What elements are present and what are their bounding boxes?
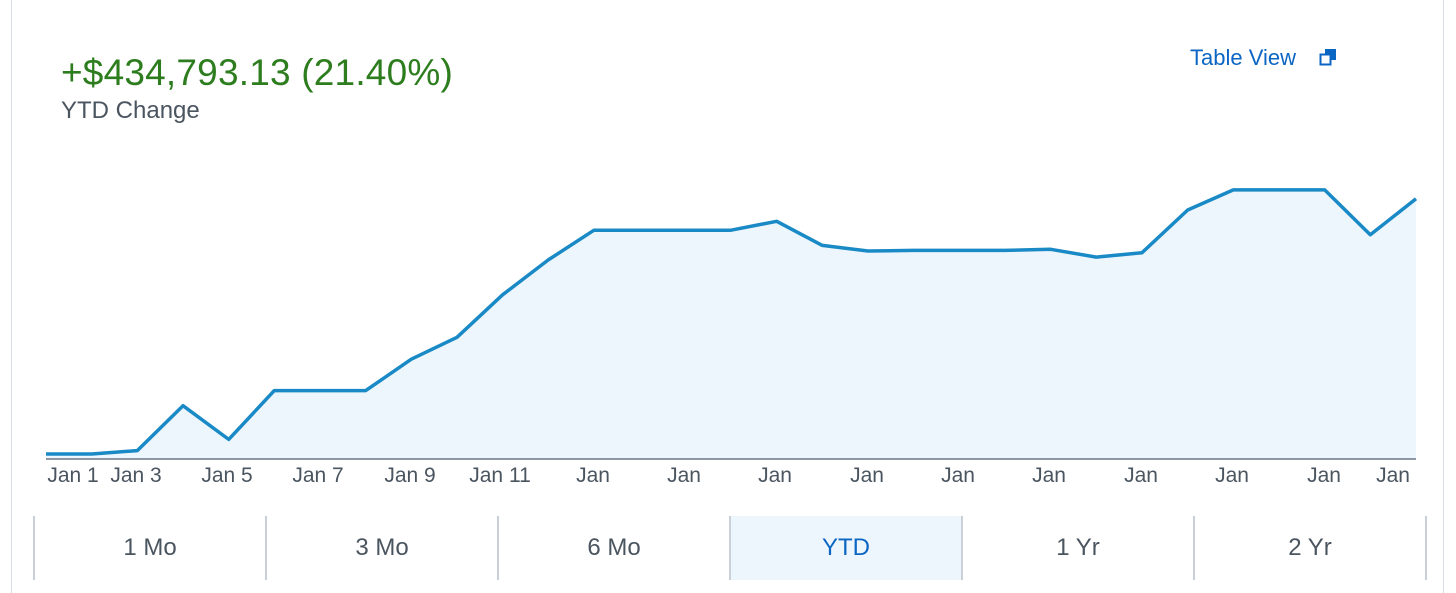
series-line	[46, 188, 1418, 456]
range-button-2-yr[interactable]: 2 Yr	[1193, 516, 1427, 580]
x-tick-label: Jan	[941, 464, 975, 487]
popout-window-icon	[1318, 48, 1338, 68]
table-view-link[interactable]: Table View	[1190, 43, 1338, 73]
performance-chart: Jan 1 Jan 3 Jan 5 Jan 7 Jan 9 Jan 11 Jan Jan Jan…	[46, 188, 1418, 487]
x-tick-label: Jan	[1215, 464, 1249, 487]
range-button-3-mo[interactable]: 3 Mo	[265, 516, 497, 580]
x-tick-label: Jan	[1307, 464, 1341, 487]
ytd-change-value: +$434,793.13 (21.40%)	[61, 52, 453, 93]
x-tick-label: Jan	[850, 464, 884, 487]
x-tick-label: Jan	[1124, 464, 1158, 487]
x-tick-label: Jan 11	[469, 464, 531, 487]
area-fill	[46, 189, 1416, 459]
x-tick-label: Jan	[667, 464, 701, 487]
range-button-1-mo[interactable]: 1 Mo	[33, 516, 265, 580]
range-button-6-mo[interactable]: 6 Mo	[497, 516, 729, 580]
x-tick-label: Jan 7	[292, 464, 343, 487]
x-tick-label: Jan 3	[110, 464, 161, 487]
x-tick-label: Jan	[1032, 464, 1066, 487]
table-view-label: Table View	[1190, 45, 1296, 70]
range-button-ytd[interactable]: YTD	[729, 516, 961, 580]
x-tick-label: Jan	[1376, 464, 1410, 487]
x-tick-label: Jan	[576, 464, 610, 487]
range-button-1-yr[interactable]: 1 Yr	[961, 516, 1193, 580]
ytd-change-label: YTD Change	[61, 97, 200, 124]
time-range-selector: 1 Mo 3 Mo 6 Mo YTD 1 Yr 2 Yr	[33, 516, 1427, 580]
x-tick-label: Jan 9	[384, 464, 435, 487]
x-tick-label: Jan 1	[47, 464, 98, 487]
x-tick-label: Jan	[758, 464, 792, 487]
x-tick-label: Jan 5	[201, 464, 252, 487]
